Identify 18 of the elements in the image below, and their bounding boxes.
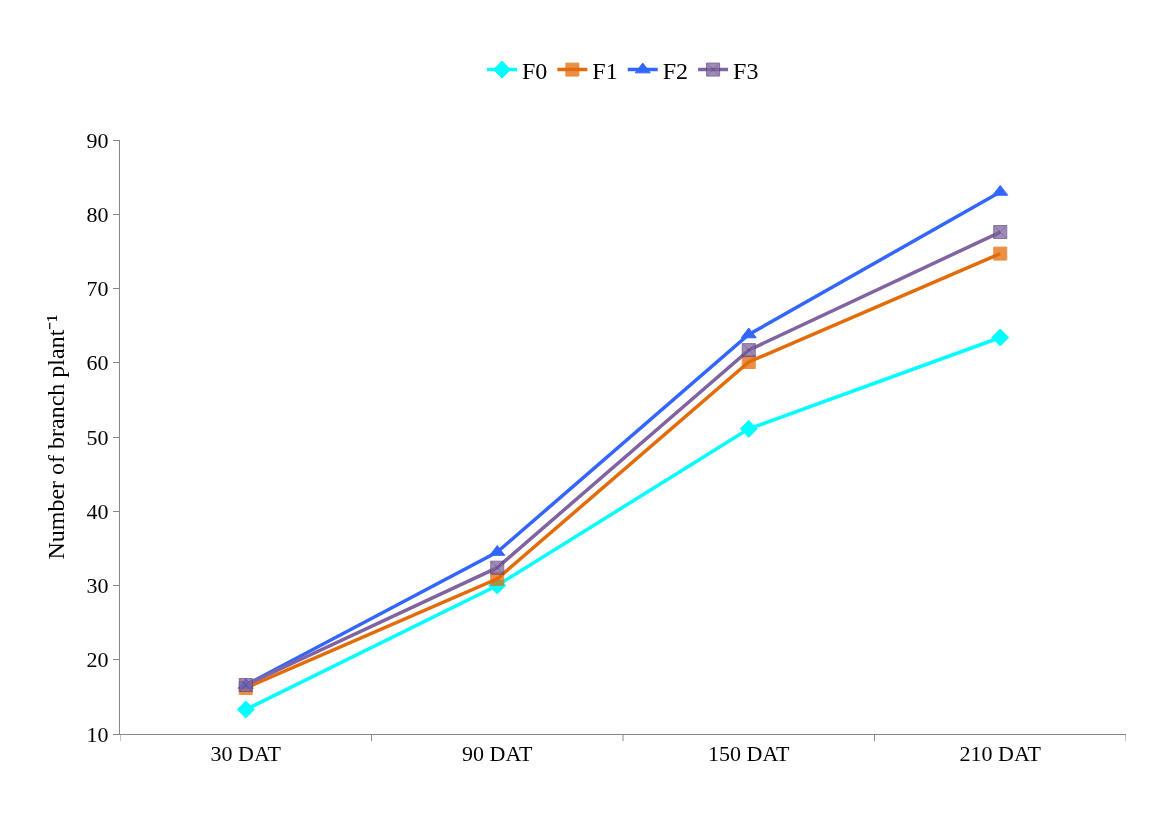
legend-label: F3	[733, 57, 759, 84]
y-tick-label: 90	[86, 127, 109, 153]
y-tick-label: 20	[86, 647, 109, 673]
legend-label: F0	[522, 57, 548, 84]
legend-label: F2	[662, 57, 689, 84]
x-tick-label: 210 DAT	[959, 741, 1042, 767]
y-tick-label: 60	[86, 350, 109, 376]
y-tick-label: 30	[86, 573, 109, 599]
y-axis-title: Number of branch plant⁻¹	[42, 314, 69, 560]
y-tick-label: 40	[86, 498, 109, 524]
y-tick-label: 80	[86, 201, 109, 227]
x-tick-label: 90 DAT	[462, 741, 533, 767]
legend-label: F1	[592, 57, 618, 84]
y-tick-label: 70	[86, 276, 109, 302]
y-tick-label: 10	[86, 721, 109, 747]
x-tick-label: 150 DAT	[708, 741, 790, 767]
y-tick-label: 50	[86, 424, 109, 450]
x-tick-label: 30 DAT	[210, 741, 282, 767]
